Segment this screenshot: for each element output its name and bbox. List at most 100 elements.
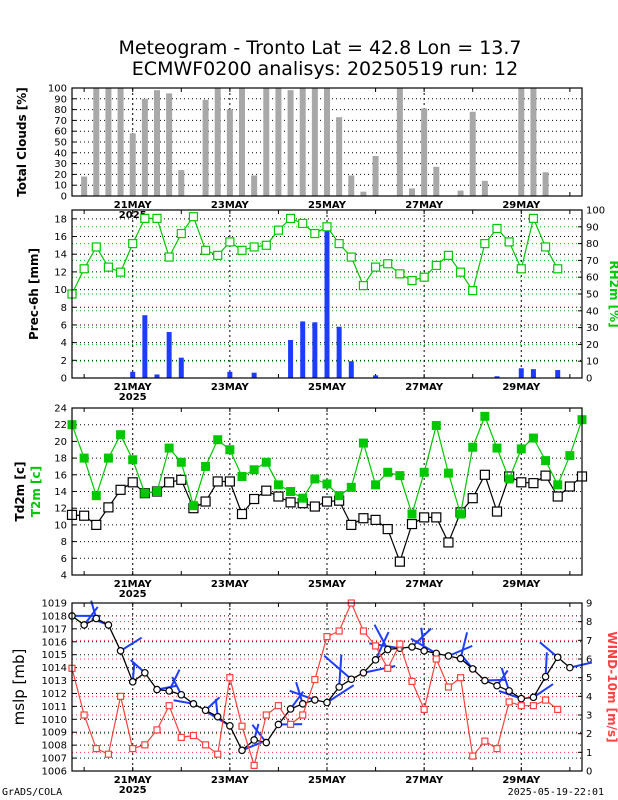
rh-point (407, 275, 417, 286)
y-tick-label: 2 (61, 356, 67, 367)
rh-point (176, 228, 186, 239)
t2m-point (358, 438, 368, 448)
y-tick-label: 70 (54, 116, 67, 127)
precip-bar (166, 332, 172, 378)
cloud-bar (469, 111, 476, 196)
cloud-bar (117, 88, 124, 196)
wind-barb (323, 655, 352, 681)
mslp-point (226, 721, 234, 730)
t2m-point (516, 444, 526, 454)
wind-barb (500, 667, 511, 692)
td2m-point (382, 523, 393, 535)
td2m-point (358, 513, 369, 524)
cloud-bar (311, 88, 318, 196)
x-tick-label: 23MAY (211, 382, 250, 393)
wind-barb (498, 689, 522, 700)
wind-point (444, 683, 453, 691)
td2m-point (346, 519, 357, 531)
x-year-label: 2025 (119, 589, 147, 600)
td2m-point (273, 491, 284, 502)
cloud-bar (336, 117, 343, 196)
cloud-bar (530, 88, 537, 196)
precip-bar (300, 321, 306, 378)
wind-barb (539, 641, 559, 659)
mslp-point (444, 652, 453, 660)
y-tick-label: 1014 (42, 663, 67, 674)
t2m-point (541, 456, 551, 466)
rh-point (200, 245, 211, 255)
rh-point (164, 252, 174, 262)
cloud-bar (372, 156, 379, 196)
td2m-point (200, 496, 211, 507)
precip-bar (251, 372, 257, 378)
td2m-point (236, 508, 248, 520)
y-tick-label: 6 (61, 554, 67, 565)
t2m-point (504, 474, 514, 484)
mslp-point (505, 687, 513, 695)
rh-point (322, 222, 332, 232)
footer-left: GrADS/COLA (2, 787, 62, 798)
mslp-axis-label: mslp [mb] (10, 649, 28, 726)
clouds-axis-label: Total Clouds [%] (15, 87, 29, 197)
y-tick-label: 18 (54, 214, 67, 225)
precip-bar (530, 369, 536, 378)
t2m-point (383, 467, 393, 477)
x-tick-label: 21MAY (114, 775, 153, 786)
y-tick-label: 60 (54, 127, 67, 138)
precip-bar (348, 361, 354, 378)
precip-bar (373, 375, 379, 378)
wind-point (541, 696, 550, 704)
y2-tick-label: 50 (586, 290, 599, 301)
t2m-point (116, 430, 126, 440)
mslp-point (420, 647, 428, 655)
mslp-point (468, 665, 477, 673)
y-tick-label: 10 (54, 181, 67, 192)
wind-point (529, 702, 538, 710)
t2m-point (468, 442, 478, 452)
td2m-point (176, 474, 187, 485)
wind-point (80, 711, 88, 719)
y2-tick-label: 4 (586, 692, 592, 703)
wind-point (214, 750, 222, 758)
td2m-point (127, 477, 138, 488)
mslp-point (347, 675, 356, 684)
t2m-point (322, 479, 332, 489)
panel-frame (71, 602, 583, 772)
y-tick-label: 1008 (42, 741, 67, 752)
y-tick-label: 14 (54, 487, 67, 498)
y-tick-label: 1013 (42, 676, 67, 687)
mslp-point (104, 621, 113, 629)
y-tick-label: 18 (54, 454, 67, 465)
rh-point (152, 213, 162, 223)
x-year-label: 2025 (119, 785, 147, 796)
mslp-point (116, 647, 125, 655)
y2-tick-label: 60 (586, 273, 599, 284)
precip-bar (324, 227, 330, 378)
cloud-bar (154, 90, 160, 196)
wind-point (456, 674, 465, 682)
mslp-point (92, 614, 101, 623)
y-tick-label: 8 (61, 303, 67, 314)
x-tick-label: 21MAY (114, 579, 153, 590)
title-line-1: Meteogram - Tronto Lat = 42.8 Lon = 13.7 (118, 37, 521, 59)
rh-point (91, 242, 101, 252)
y-tick-label: 8 (61, 537, 67, 548)
y-tick-label: 16 (54, 470, 67, 481)
y-tick-label: 40 (54, 148, 67, 159)
y-tick-label: 12 (54, 267, 67, 278)
t2m-point (443, 468, 453, 478)
cloud-bar (105, 88, 112, 196)
cloud-bar (129, 133, 136, 196)
wind-barb (544, 652, 548, 677)
x-year-label: 2025 (119, 392, 147, 403)
y2-tick-label: 0 (586, 767, 592, 778)
td2m-point (540, 470, 551, 481)
y-tick-label: 1010 (42, 715, 67, 726)
wind-point (323, 632, 331, 641)
rh-point (443, 250, 454, 260)
wind-point (141, 741, 149, 749)
precip-bar (227, 371, 233, 378)
y-tick-label: 20 (54, 170, 67, 181)
x-tick-label: 27MAY (405, 200, 444, 211)
